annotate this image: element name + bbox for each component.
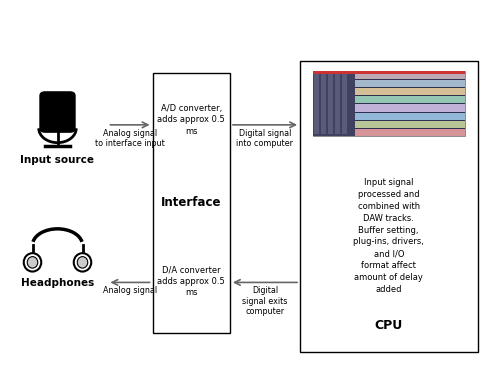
Bar <box>312 71 465 74</box>
Bar <box>355 113 465 119</box>
Bar <box>312 71 465 136</box>
Bar <box>321 73 326 134</box>
Bar <box>312 71 355 136</box>
Text: Interface: Interface <box>161 196 222 210</box>
Text: Input signal
processed and
combined with
DAW tracks.
Buffer setting,
plug-ins, d: Input signal processed and combined with… <box>354 178 424 293</box>
Ellipse shape <box>24 253 41 272</box>
Text: Input source: Input source <box>20 155 94 165</box>
Bar <box>342 73 347 134</box>
Text: Digital
signal exits
computer: Digital signal exits computer <box>242 286 288 316</box>
Text: Analog signal: Analog signal <box>103 286 157 295</box>
Text: Analog signal
to interface input: Analog signal to interface input <box>95 129 165 148</box>
Bar <box>355 88 465 95</box>
Bar <box>355 121 465 128</box>
Ellipse shape <box>77 257 88 268</box>
Bar <box>355 72 465 79</box>
Bar <box>314 73 319 134</box>
Bar <box>336 73 340 134</box>
Bar <box>355 105 465 111</box>
Ellipse shape <box>27 257 38 268</box>
FancyBboxPatch shape <box>40 92 75 132</box>
Bar <box>328 73 333 134</box>
Bar <box>152 73 230 333</box>
Text: Digital signal
into computer: Digital signal into computer <box>236 129 294 148</box>
Text: CPU: CPU <box>374 319 403 332</box>
Text: Headphones: Headphones <box>21 278 94 288</box>
Bar <box>355 129 465 136</box>
Text: D/A converter
adds approx 0.5
ms: D/A converter adds approx 0.5 ms <box>158 265 225 297</box>
Text: A/D converter,
adds approx 0.5
ms: A/D converter, adds approx 0.5 ms <box>158 104 225 136</box>
Bar <box>300 61 478 352</box>
Bar <box>355 80 465 87</box>
Ellipse shape <box>74 253 91 272</box>
Bar <box>355 96 465 103</box>
